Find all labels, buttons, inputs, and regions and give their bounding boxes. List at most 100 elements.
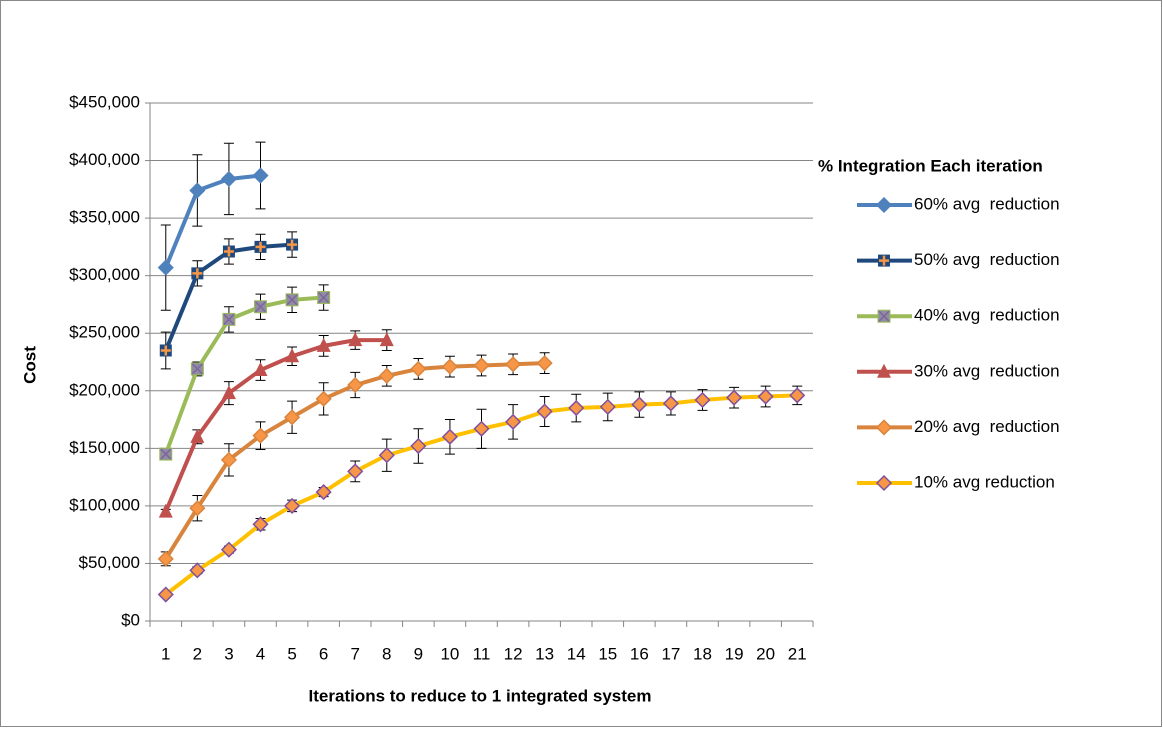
data-point <box>157 586 174 603</box>
data-point <box>473 420 490 437</box>
marker-shape <box>253 362 268 377</box>
data-point <box>378 447 395 464</box>
data-point <box>379 332 394 347</box>
x-tick-label: 15 <box>598 644 617 663</box>
marker-shape <box>441 428 458 445</box>
data-point <box>220 170 237 188</box>
data-point <box>316 337 331 352</box>
x-tick-label: 1 <box>161 644 170 663</box>
marker-shape <box>568 399 585 417</box>
x-tick-label: 16 <box>630 644 649 663</box>
marker-shape <box>220 170 237 188</box>
data-point <box>441 428 458 445</box>
marker-shape <box>284 497 301 514</box>
data-point <box>315 390 332 407</box>
marker-shape <box>220 541 237 558</box>
y-tick-label: $100,000 <box>69 495 140 514</box>
data-point <box>286 238 299 251</box>
marker-shape <box>348 332 363 347</box>
marker-shape <box>378 367 395 384</box>
marker-shape <box>252 427 269 444</box>
marker-shape <box>284 409 301 426</box>
y-tick-label: $250,000 <box>69 323 140 342</box>
marker-shape <box>789 387 806 404</box>
marker-shape <box>285 348 300 363</box>
marker-x <box>160 448 172 460</box>
marker-shape <box>316 337 331 352</box>
y-tick-label: $300,000 <box>69 265 140 284</box>
marker-shape <box>505 413 522 430</box>
marker-plus <box>879 255 889 266</box>
legend-marker <box>877 363 891 378</box>
marker-shape <box>221 385 236 400</box>
x-tick-label: 2 <box>193 644 202 663</box>
marker-shape <box>378 447 395 464</box>
data-point <box>694 391 711 409</box>
marker-shape <box>757 388 774 405</box>
data-point <box>284 497 301 514</box>
x-axis-label: Iterations to reduce to 1 integrated sys… <box>309 686 652 705</box>
marker-plus <box>160 345 171 356</box>
data-point <box>157 259 174 276</box>
data-point <box>222 245 235 258</box>
marker-shape <box>662 395 679 412</box>
marker-shape <box>347 376 364 394</box>
data-point <box>220 451 237 468</box>
data-point <box>568 399 585 417</box>
data-point <box>189 500 206 517</box>
marker-shape <box>875 419 893 436</box>
marker-shape <box>315 390 332 407</box>
marker-plus <box>192 268 203 279</box>
x-tick-label: 4 <box>256 644 265 663</box>
data-point <box>315 484 332 501</box>
data-point <box>284 409 301 426</box>
legend-label: 50% avg reduction <box>914 250 1060 269</box>
x-tick-label: 7 <box>350 644 359 663</box>
marker-plus <box>223 246 234 257</box>
data-point <box>252 427 269 444</box>
data-point <box>726 389 743 406</box>
marker-shape <box>410 360 427 377</box>
x-tick-label: 11 <box>473 644 491 663</box>
y-tick-label: $450,000 <box>69 92 140 111</box>
data-point <box>189 182 206 199</box>
data-point <box>536 403 553 420</box>
x-tick-label: 10 <box>440 644 459 663</box>
marker-shape <box>599 398 616 415</box>
marker-shape <box>726 389 743 406</box>
data-point <box>536 355 553 372</box>
data-point <box>505 356 522 373</box>
legend-label: 10% avg reduction <box>914 472 1055 491</box>
data-point <box>190 428 205 443</box>
marker-shape <box>473 357 490 374</box>
marker-shape <box>157 586 174 603</box>
legend-title: % Integration Each iteration <box>818 156 1043 175</box>
legend-marker <box>877 309 891 323</box>
x-tick-label: 12 <box>504 644 523 663</box>
x-tick-label: 6 <box>319 644 328 663</box>
marker-shape <box>189 500 206 517</box>
data-point <box>441 358 458 375</box>
legend-label: 30% avg reduction <box>914 361 1060 380</box>
data-point <box>159 447 173 461</box>
marker-plus <box>287 239 298 250</box>
marker-shape <box>220 451 237 468</box>
y-tick-label: $150,000 <box>69 438 140 457</box>
data-point <box>347 463 364 480</box>
x-tick-label: 17 <box>661 644 680 663</box>
legend-marker <box>875 474 893 492</box>
legend-marker <box>878 254 890 267</box>
series-line <box>163 173 261 269</box>
marker-x <box>286 294 298 306</box>
x-tick-label: 3 <box>224 644 233 663</box>
data-point <box>347 376 364 394</box>
x-tick-label: 5 <box>287 644 296 663</box>
x-tick-label: 19 <box>725 644 744 663</box>
x-tick-label: 14 <box>567 644 586 663</box>
data-point <box>789 387 806 404</box>
marker-shape <box>252 516 269 533</box>
legend-label: 20% avg reduction <box>914 417 1060 436</box>
marker-shape <box>473 420 490 437</box>
